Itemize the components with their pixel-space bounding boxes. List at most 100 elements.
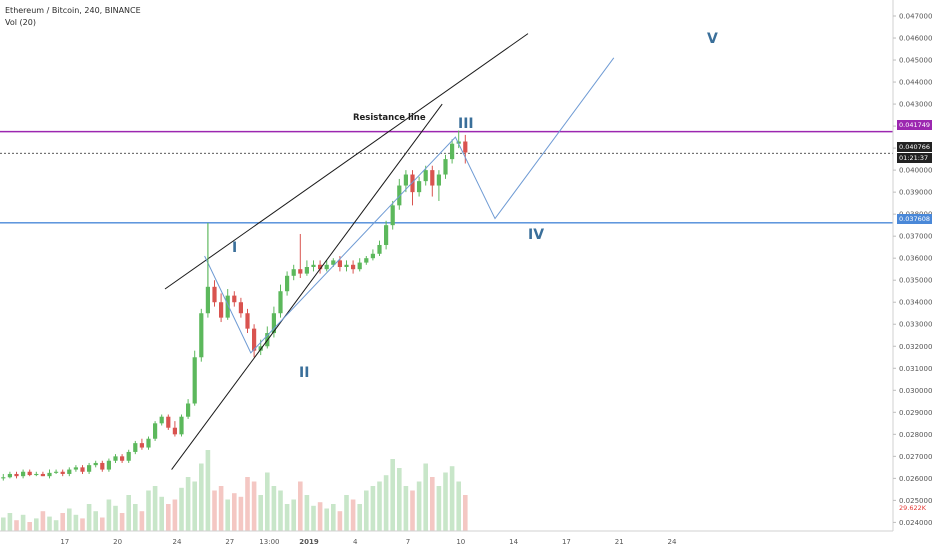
volume-bar [225,499,230,531]
volume-value-tag: 29.622K [897,503,932,513]
candle-body [146,438,151,448]
candle-body [14,473,19,477]
volume-bar [436,486,442,531]
candle-body [73,467,78,470]
volume-bar [205,450,211,531]
candle-body [34,473,39,476]
volume-bar [344,495,349,531]
volume-bar [86,504,92,531]
candle-body [87,465,92,472]
candle-body [436,174,441,186]
candle-body [47,472,52,477]
candle-body [179,416,184,435]
volume-bar [456,481,461,531]
candle-body [331,260,336,265]
candle-body [304,267,309,274]
candle-body [271,313,276,334]
volume-bar [27,522,32,531]
volume-bar [113,505,118,531]
price-tick-label: 0.044000 [899,79,932,87]
candles [1,130,468,481]
price-tick-label: 0.028000 [899,431,932,439]
volume-bar [463,495,468,531]
volume-bar [251,481,257,531]
volume-bar [133,504,138,531]
volume-bar [449,466,455,531]
candle-body [212,286,217,303]
candle-body [278,291,283,314]
volume-bar [119,513,125,531]
volume-bar [370,486,376,531]
time-tick-label: 27 [225,538,234,546]
candle-body [403,174,408,186]
price-tick-label: 0.033000 [899,321,932,329]
candle-body [159,416,164,424]
candle-body [21,471,26,477]
wave-label-iii: III [458,116,474,132]
price-tick-label: 0.030000 [899,387,932,395]
resistance-price-tag: 0.041749 [897,120,932,130]
price-tick-label: 0.035000 [899,277,932,285]
price-tick-label: 0.043000 [899,101,932,109]
current-price-tag: 0.040766 [897,142,932,152]
price-tick-label: 0.031000 [899,365,932,373]
candle-body [252,328,257,351]
time-tick-label: 13:00 [259,538,279,546]
candle-body [40,473,45,477]
volume-bar [106,499,112,531]
countdown-tag: 01:21:37 [897,153,932,163]
volume-bar [298,481,303,531]
wedge-lower-line [171,103,443,470]
candle-body [186,403,191,417]
candle-body [120,456,125,461]
candle-body [113,456,118,461]
candle-body [126,451,131,461]
volume-bar [47,516,52,531]
volume-bar [430,477,435,531]
price-tick-label: 0.047000 [899,13,932,21]
volume-indicator-label[interactable]: Vol (20) [5,18,36,27]
wave-label-ii: II [299,365,310,381]
resistance-label: Resistance line [353,113,426,123]
candle-body [450,143,455,160]
volume-bar [324,508,329,531]
price-tick-label: 0.026000 [899,475,932,483]
time-tick-label: 4 [353,538,358,546]
volume-bar [152,486,158,531]
symbol-title[interactable]: Ethereum / Bitcoin, 240, BINANCE [5,6,141,15]
volume-bar [185,477,191,531]
candle-body [410,174,415,193]
volume-bar [317,502,323,531]
volume-bar [73,514,79,531]
candle-body [7,473,12,478]
candle-body [443,159,448,175]
candle-body [225,295,230,318]
volume-bar [100,517,105,531]
candle-body [60,471,65,474]
volume-bar [357,504,362,531]
candle-body [1,477,6,479]
volume-bar [311,505,316,531]
volume-bar [192,481,197,531]
candle-body [430,170,435,186]
candle-body [67,469,72,474]
candle-body [219,302,224,318]
candle-body [100,462,105,470]
volume-bar [40,511,46,531]
support-price-tag: 0.037608 [897,214,932,224]
volume-bar [383,475,389,531]
volume-bar [166,504,171,531]
legend: Ethereum / Bitcoin, 240, BINANCE Vol (20… [5,5,141,29]
candle-body [133,443,138,452]
price-axis: 0.047000 0.046000 0.045000 0.044000 0.043000… [892,0,932,531]
candle-body [291,269,296,276]
candle-body [106,460,111,470]
volume-bar [179,487,184,531]
price-tick-label: 0.036000 [899,255,932,263]
elliott-wave-path [204,57,615,354]
candle-body [377,244,382,254]
candle-body [199,313,204,358]
price-tick-label: 0.046000 [899,35,932,43]
